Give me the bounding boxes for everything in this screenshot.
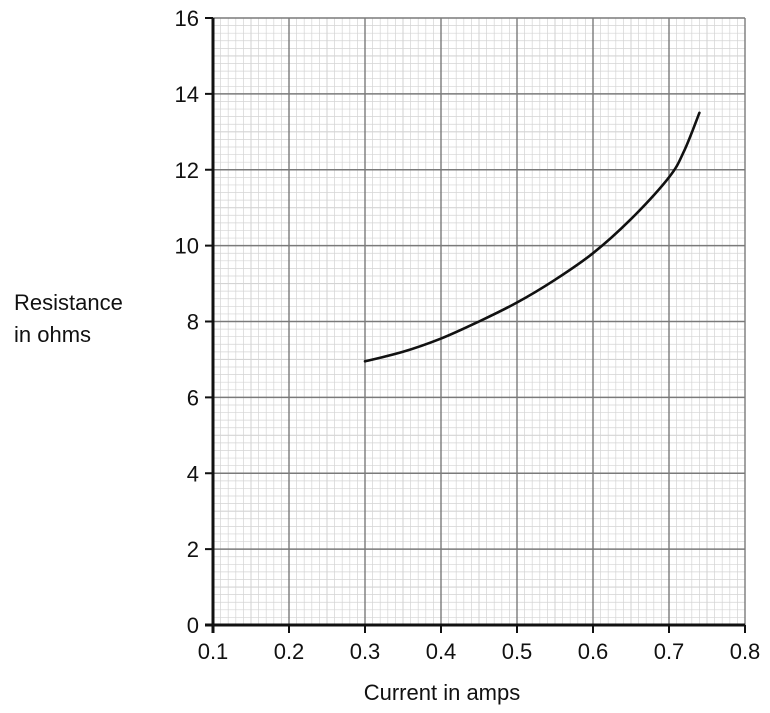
x-tick-label: 0.7 (654, 639, 685, 664)
x-tick-label: 0.4 (426, 639, 457, 664)
x-axis-title: Current in amps (364, 680, 521, 705)
x-tick-label: 0.3 (350, 639, 381, 664)
x-tick-label: 0.1 (198, 639, 229, 664)
x-tick-label: 0.6 (578, 639, 609, 664)
y-tick-label: 4 (187, 461, 199, 486)
data-series (363, 111, 701, 363)
y-tick-label: 0 (187, 613, 199, 638)
x-tick-label: 0.5 (502, 639, 533, 664)
series-line-0 (363, 111, 701, 363)
y-tick-label: 12 (175, 158, 199, 183)
x-tick-labels: 0.1 0.2 0.3 0.4 0.5 0.6 0.7 0.8 (198, 639, 761, 664)
y-tick-label: 10 (175, 234, 199, 259)
y-tick-label: 8 (187, 310, 199, 335)
y-tick-label: 6 (187, 385, 199, 410)
x-tick-label: 0.2 (274, 639, 305, 664)
y-axis-title-line-1: Resistance (14, 290, 123, 315)
x-tick-label: 0.8 (730, 639, 761, 664)
axes (205, 17, 746, 633)
y-tick-labels: 0 2 4 6 8 10 12 14 16 (175, 6, 199, 638)
y-tick-label: 2 (187, 537, 199, 562)
y-tick-label: 14 (175, 82, 199, 107)
y-axis-title-line-2: in ohms (14, 322, 91, 347)
y-tick-label: 16 (175, 6, 199, 31)
